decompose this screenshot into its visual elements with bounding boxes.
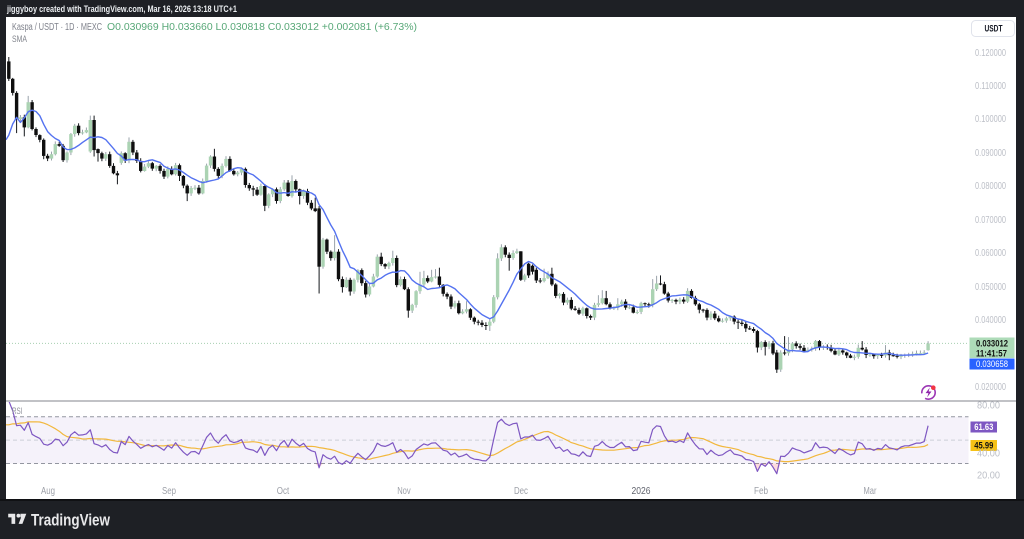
svg-text:0.080000: 0.080000 [975, 181, 1006, 192]
svg-text:SMA: SMA [12, 34, 27, 44]
svg-text:0.070000: 0.070000 [975, 215, 1006, 226]
svg-text:0.090000: 0.090000 [975, 148, 1006, 159]
svg-text:0.030658: 0.030658 [976, 359, 1008, 370]
svg-text:11:41:57: 11:41:57 [976, 349, 1007, 360]
svg-text:Dec: Dec [514, 486, 528, 497]
svg-text:40.00: 40.00 [977, 449, 1000, 460]
svg-text:Feb: Feb [754, 486, 768, 497]
svg-text:O0.030969 H0.033660 L0.03081: O0.030969 H0.033660 L0.030818 C0.033012 … [107, 22, 417, 33]
svg-text:Sep: Sep [162, 486, 176, 497]
svg-text:RSI: RSI [12, 406, 23, 416]
svg-text:Kaspa / USDT · 1D · MEXC: Kaspa / USDT · 1D · MEXC [12, 22, 102, 33]
svg-text:0.120000: 0.120000 [975, 48, 1006, 59]
svg-text:45.99: 45.99 [974, 441, 993, 451]
svg-text:TradingView: TradingView [31, 512, 110, 530]
svg-text:Aug: Aug [41, 486, 55, 497]
svg-text:Mar: Mar [864, 486, 877, 497]
svg-text:0.100000: 0.100000 [975, 114, 1006, 125]
svg-text:0.040000: 0.040000 [975, 315, 1006, 326]
svg-text:80.00: 80.00 [977, 401, 1000, 412]
svg-text:Nov: Nov [397, 486, 411, 497]
svg-text:0.110000: 0.110000 [975, 81, 1006, 92]
svg-text:0.033012: 0.033012 [976, 339, 1008, 350]
svg-text:0.050000: 0.050000 [975, 282, 1006, 293]
svg-text:Oct: Oct [277, 486, 290, 497]
svg-text:0.060000: 0.060000 [975, 248, 1006, 259]
svg-text:0.020000: 0.020000 [975, 382, 1006, 393]
svg-text:jiggyboy created with TradingV: jiggyboy created with TradingView.com, M… [6, 4, 237, 15]
svg-text:61.63: 61.63 [974, 422, 993, 432]
svg-text:20.00: 20.00 [977, 471, 1000, 482]
svg-text:USDT: USDT [985, 24, 1003, 35]
svg-text:2026: 2026 [632, 486, 651, 497]
